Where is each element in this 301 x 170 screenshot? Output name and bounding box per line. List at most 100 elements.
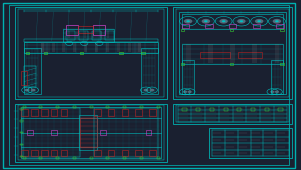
Bar: [108, 150, 114, 156]
Bar: [56, 157, 59, 159]
Bar: [122, 150, 128, 156]
Bar: [62, 42, 65, 52]
Circle shape: [240, 20, 243, 22]
Bar: [141, 48, 158, 94]
Bar: [100, 130, 106, 135]
Bar: [229, 29, 233, 31]
Bar: [157, 106, 160, 108]
Bar: [23, 108, 80, 157]
Bar: [224, 108, 228, 110]
Bar: [94, 150, 101, 156]
Bar: [123, 106, 126, 108]
Bar: [173, 7, 292, 99]
Bar: [56, 106, 59, 108]
Bar: [79, 31, 88, 40]
Bar: [95, 42, 98, 52]
Bar: [122, 109, 128, 116]
Bar: [79, 115, 97, 150]
Bar: [181, 29, 184, 31]
Bar: [41, 42, 50, 53]
Bar: [15, 7, 167, 99]
Bar: [21, 71, 27, 85]
Bar: [92, 31, 101, 40]
Bar: [200, 52, 230, 58]
Bar: [73, 42, 76, 52]
Bar: [66, 31, 75, 40]
Bar: [209, 128, 292, 158]
Bar: [253, 24, 260, 28]
Bar: [119, 52, 123, 54]
Circle shape: [184, 19, 192, 24]
Bar: [149, 150, 156, 156]
Bar: [61, 109, 67, 116]
Bar: [176, 105, 289, 122]
Bar: [24, 39, 158, 42]
Bar: [66, 25, 78, 35]
Bar: [44, 52, 47, 54]
Bar: [252, 44, 257, 63]
Bar: [18, 8, 164, 97]
Bar: [106, 106, 109, 108]
Bar: [20, 120, 23, 122]
Bar: [84, 42, 87, 52]
Circle shape: [188, 91, 192, 93]
Bar: [21, 150, 28, 156]
Bar: [182, 24, 189, 28]
Bar: [89, 157, 93, 159]
Bar: [182, 60, 194, 94]
Bar: [105, 31, 114, 40]
Bar: [41, 42, 44, 52]
Bar: [23, 157, 26, 159]
Bar: [265, 108, 269, 110]
Bar: [181, 63, 184, 65]
Circle shape: [25, 89, 29, 91]
Bar: [80, 52, 83, 54]
Bar: [230, 44, 235, 63]
Circle shape: [255, 19, 263, 24]
Bar: [15, 104, 167, 162]
Circle shape: [202, 19, 210, 24]
Bar: [182, 108, 187, 110]
Bar: [21, 107, 161, 158]
Bar: [157, 157, 160, 159]
Bar: [140, 106, 143, 108]
Circle shape: [270, 91, 275, 93]
Bar: [94, 108, 158, 157]
Bar: [24, 42, 158, 53]
Bar: [51, 42, 54, 52]
Bar: [51, 109, 57, 116]
Bar: [89, 106, 93, 108]
Bar: [229, 24, 236, 28]
Bar: [229, 63, 233, 65]
Circle shape: [31, 89, 36, 91]
Bar: [186, 44, 191, 63]
Bar: [24, 66, 36, 87]
Bar: [173, 104, 292, 124]
Bar: [237, 108, 241, 110]
Circle shape: [275, 91, 279, 93]
Bar: [18, 105, 164, 160]
Circle shape: [144, 89, 148, 91]
Bar: [31, 150, 38, 156]
Circle shape: [150, 89, 154, 91]
Circle shape: [219, 19, 228, 24]
Bar: [41, 150, 48, 156]
Bar: [23, 106, 26, 108]
Bar: [141, 52, 145, 54]
Bar: [26, 52, 29, 54]
Bar: [182, 44, 283, 64]
Bar: [106, 157, 109, 159]
Bar: [51, 130, 57, 135]
Bar: [135, 150, 142, 156]
Bar: [24, 48, 41, 94]
Bar: [205, 24, 213, 28]
Circle shape: [257, 20, 261, 22]
Bar: [182, 14, 283, 29]
Bar: [132, 42, 141, 53]
Bar: [20, 144, 23, 145]
Bar: [94, 109, 101, 116]
Bar: [278, 108, 283, 110]
Bar: [31, 109, 38, 116]
Bar: [117, 42, 120, 52]
Bar: [208, 44, 213, 63]
